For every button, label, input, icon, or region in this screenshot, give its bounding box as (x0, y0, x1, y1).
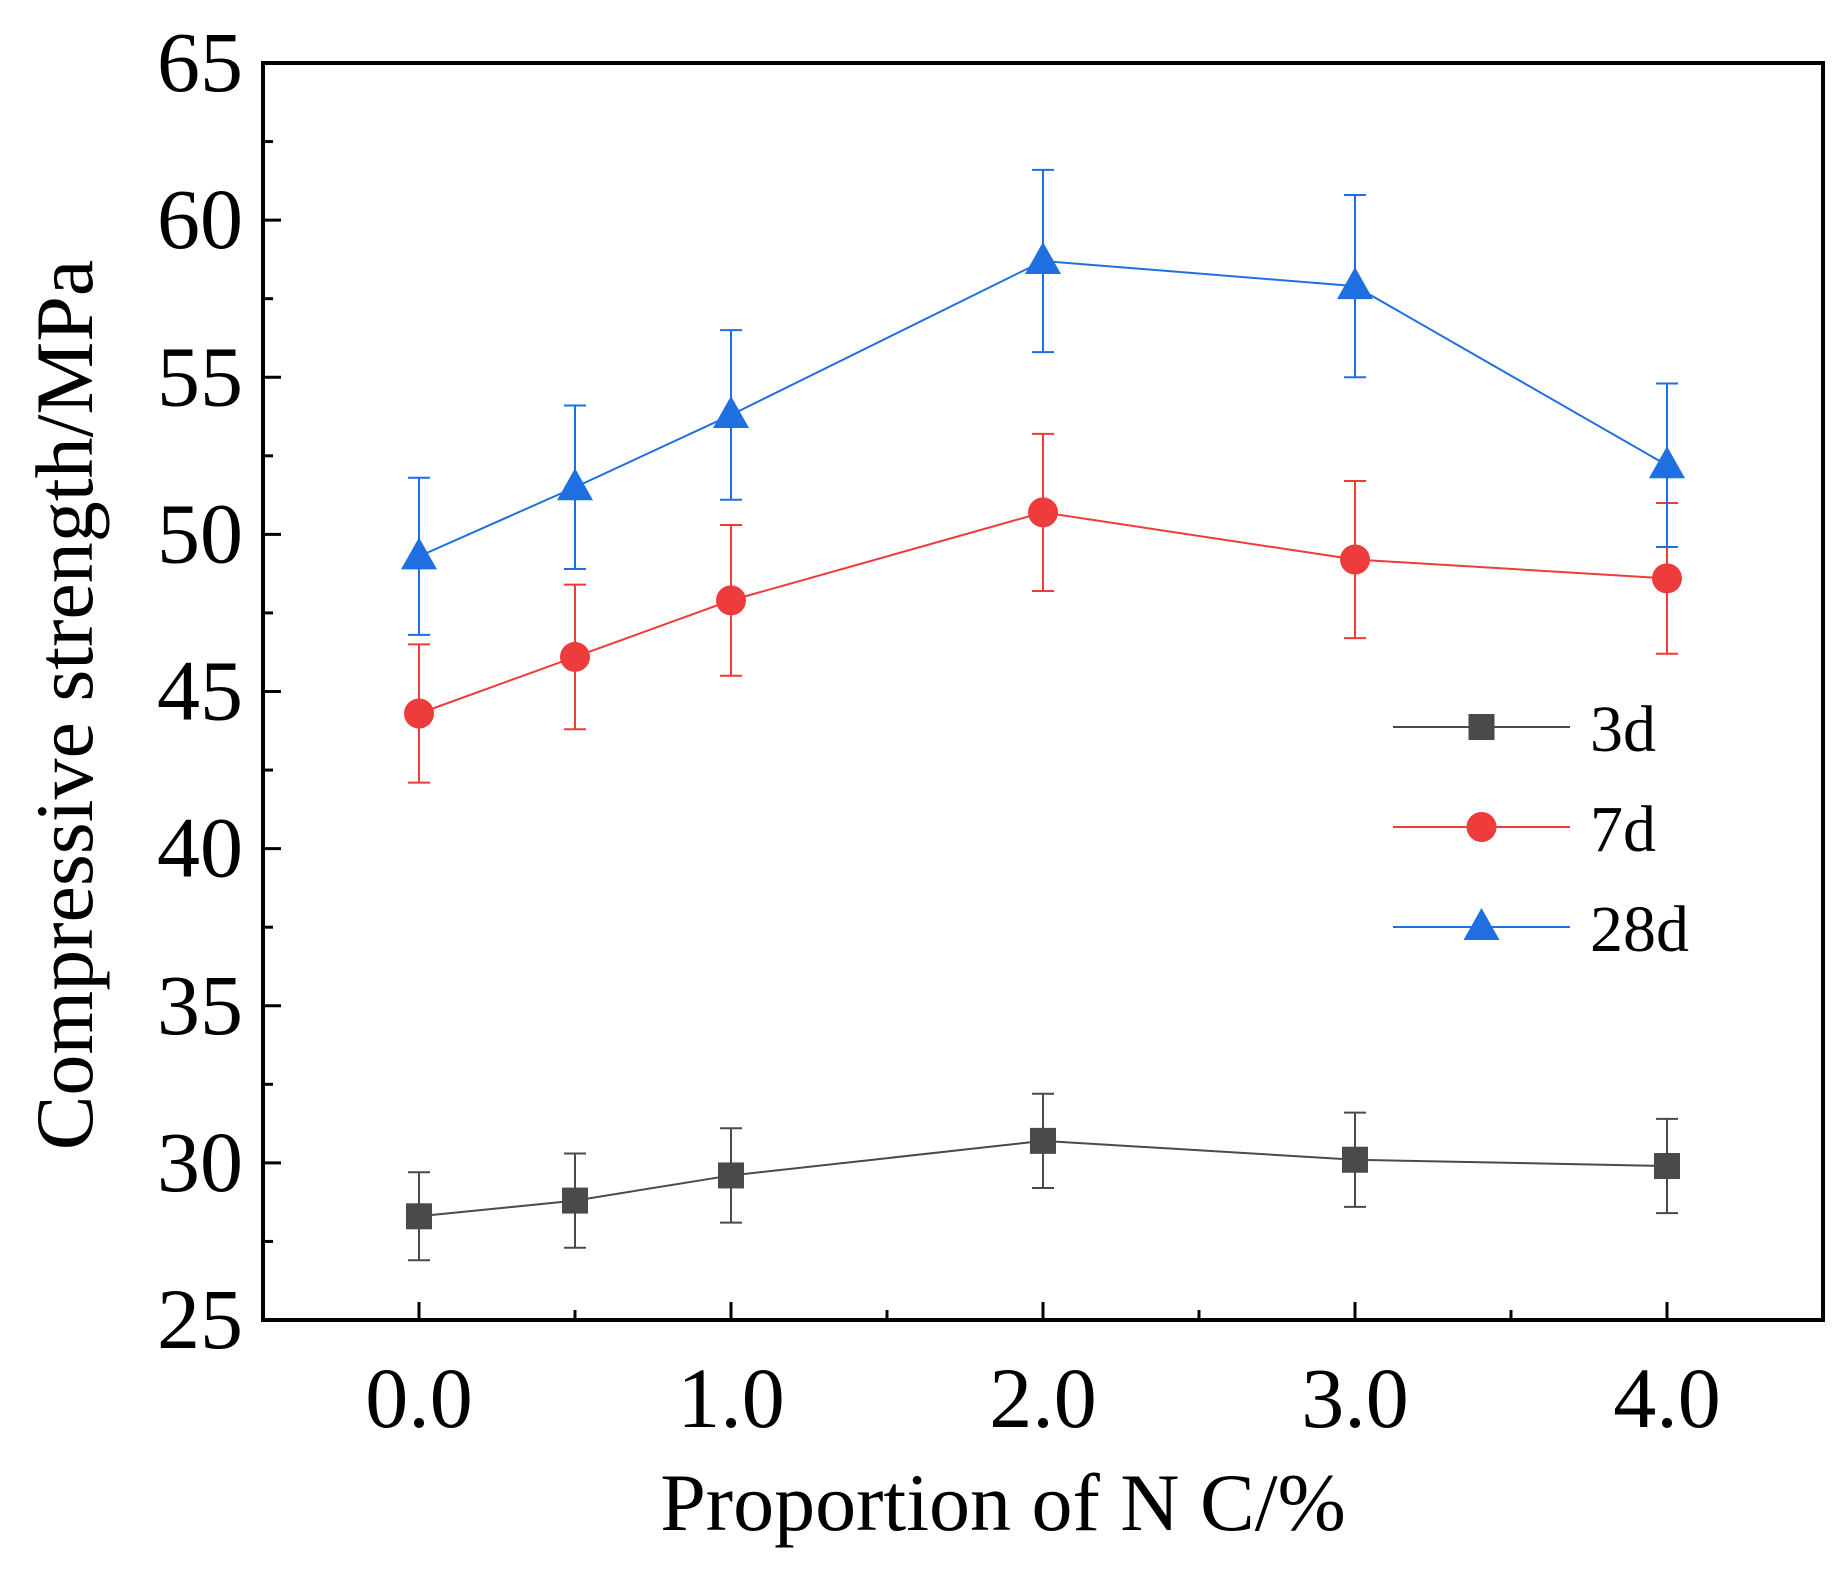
x-tick-label: 4.0 (1613, 1350, 1721, 1446)
series-7d-point (716, 585, 746, 616)
legend-marker (1466, 812, 1497, 842)
series-28d-line (418, 259, 1668, 558)
legend-item-28d: 28d (1393, 893, 1689, 966)
x-tick-label: 3.0 (1301, 1350, 1409, 1446)
series-7d-point (1652, 563, 1682, 594)
series-7d-point (560, 641, 590, 672)
series-28d-point (1337, 267, 1373, 300)
y-tick-label: 25 (157, 1271, 243, 1367)
legend-item-7d: 7d (1393, 793, 1656, 866)
series-7d-point (1028, 497, 1058, 528)
series-28d-point (1025, 241, 1061, 274)
x-axis-title: Proportion of N C/% (660, 1457, 1346, 1548)
y-tick-label: 60 (157, 171, 243, 267)
series-3d-point (406, 1203, 432, 1230)
x-tick-label: 1.0 (677, 1350, 785, 1446)
y-tick-label: 65 (157, 14, 243, 110)
series-28d-group (401, 168, 1685, 636)
series-7d-point (1340, 544, 1370, 575)
series-7d-group (404, 432, 1682, 784)
y-tick-label: 30 (157, 1114, 243, 1210)
series-3d-point (562, 1187, 588, 1214)
series-7d-point (404, 698, 434, 729)
series-28d-point (713, 395, 749, 428)
y-tick-label: 35 (157, 957, 243, 1053)
x-tick-label: 2.0 (989, 1350, 1097, 1446)
series-3d-point (1342, 1146, 1368, 1173)
legend-label: 28d (1590, 893, 1689, 966)
x-tick-label: 0.0 (365, 1350, 473, 1446)
series-3d-point (1654, 1153, 1680, 1180)
legend-label: 3d (1590, 693, 1656, 766)
y-tick-label: 55 (157, 328, 243, 424)
plot-area: 25 30 35 40 45 50 55 60 65 0.0 1.0 2.0 3.0 4.0 3d 7d 28d (157, 14, 1825, 1446)
series-3d-group (406, 1092, 1680, 1262)
series-28d-point (401, 537, 437, 570)
legend-marker (1463, 908, 1500, 940)
series-3d-point (1030, 1127, 1056, 1154)
y-tick-label: 45 (157, 643, 243, 739)
series-7d-line (418, 511, 1668, 715)
y-tick-label: 50 (157, 485, 243, 581)
series-28d-point (1649, 446, 1685, 479)
series-28d-point (557, 468, 593, 501)
legend-label: 7d (1590, 793, 1656, 866)
series-3d-point (718, 1162, 744, 1189)
series-3d-line (418, 1139, 1668, 1218)
legend-marker (1468, 714, 1495, 740)
y-tick-label: 40 (157, 800, 243, 896)
legend-item-3d: 3d (1393, 693, 1656, 766)
y-axis-title: Compressive strength/MPa (19, 260, 110, 1151)
